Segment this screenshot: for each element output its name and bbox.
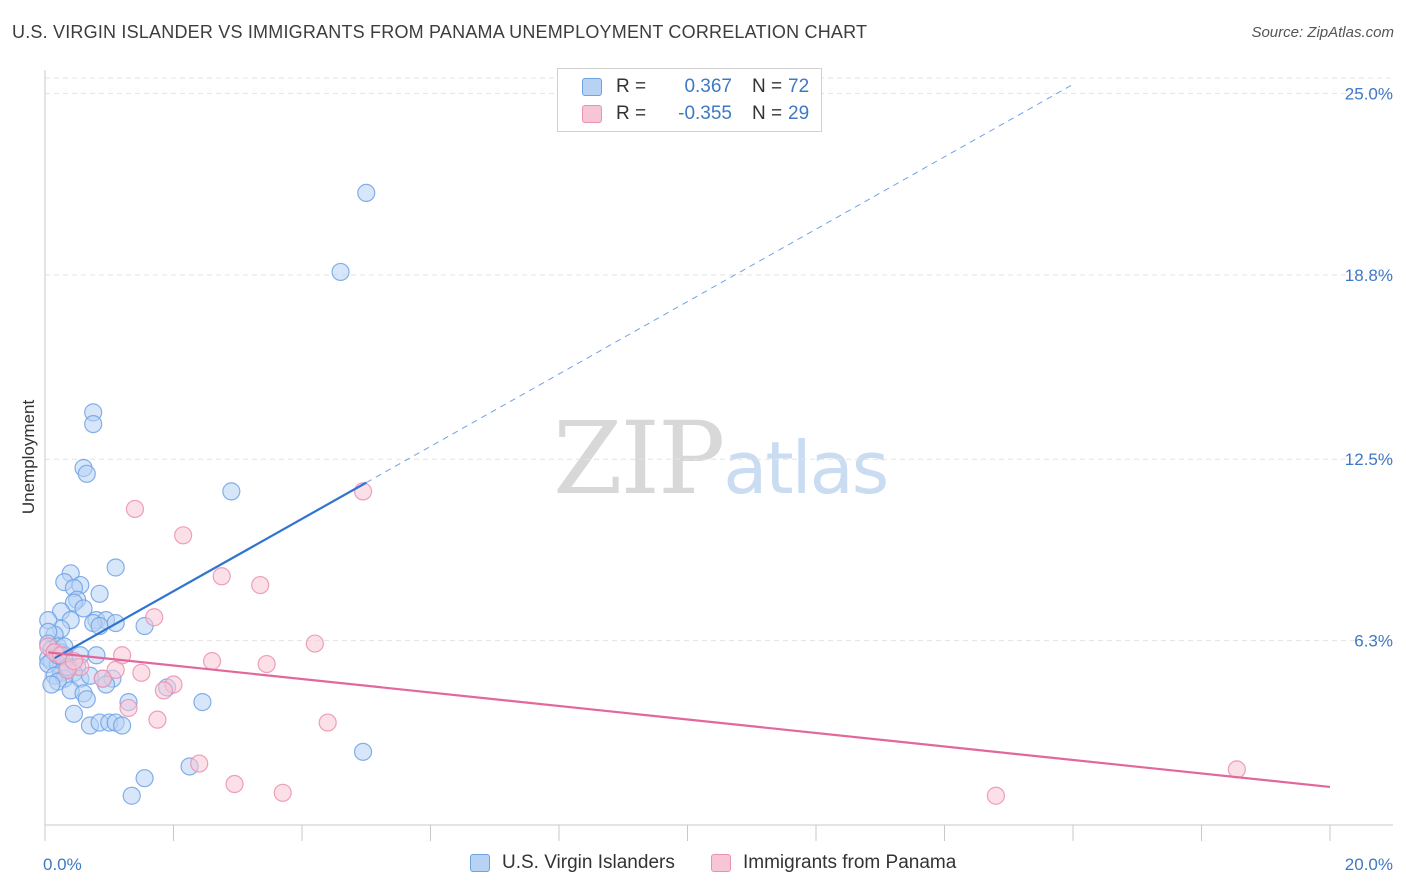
data-point-panama [132, 663, 151, 682]
data-point-virgin-islanders [74, 599, 93, 618]
data-point-virgin-islanders [90, 584, 109, 603]
data-point-virgin-islanders [77, 464, 96, 483]
data-point-panama [125, 499, 145, 519]
data-point-virgin-islanders [64, 704, 84, 723]
data-point-panama [64, 652, 84, 671]
legend-label: U.S. Virgin Islanders [502, 852, 675, 873]
x-tick-label-min: 0.0% [43, 855, 82, 874]
data-point-virgin-islanders [112, 716, 132, 735]
n-label: N = [752, 103, 783, 124]
data-point-panama [257, 654, 276, 674]
n-value: 72 [788, 76, 810, 97]
legend-row-panama: R = -0.355 N = 29 [582, 102, 809, 126]
y-tick-label: 6.3% [1354, 632, 1393, 651]
trend-line-virgin-islanders [54, 481, 367, 660]
y-tick-label: 25.0% [1345, 84, 1393, 103]
data-point-panama [318, 713, 337, 732]
source-credit: Source: ZipAtlas.com [1251, 24, 1394, 41]
data-point-virgin-islanders [87, 646, 106, 665]
data-point-virgin-islanders [84, 414, 103, 434]
r-value: 0.367 [684, 76, 732, 97]
watermark-zip: ZIP [553, 400, 725, 517]
data-point-panama [106, 660, 125, 680]
correlation-legend: R = 0.367 N = 72 R = -0.355 N = 29 [557, 68, 822, 132]
axes [44, 70, 1393, 841]
data-point-panama [190, 754, 209, 773]
data-point-panama [212, 567, 231, 586]
data-point-panama [174, 526, 193, 545]
grid-lines [45, 77, 1393, 642]
data-point-panama [202, 652, 222, 671]
pink-swatch-icon [711, 854, 731, 872]
r-value: -0.355 [678, 103, 732, 124]
y-tick-label: 12.5% [1345, 450, 1393, 469]
data-point-virgin-islanders [122, 786, 141, 805]
data-point-virgin-islanders [106, 558, 125, 577]
data-point-panama [251, 575, 270, 595]
data-point-panama [148, 710, 167, 729]
n-value: 29 [788, 103, 810, 124]
n-label: N = [752, 76, 783, 97]
blue-swatch-icon [582, 78, 602, 96]
data-point-virgin-islanders [77, 690, 96, 709]
data-point-virgin-islanders [357, 183, 376, 203]
series-legend: U.S. Virgin Islanders Immigrants from Pa… [0, 852, 1406, 878]
r-label: R = [616, 76, 647, 97]
series-panama-points [39, 482, 1246, 805]
data-point-virgin-islanders [331, 262, 350, 282]
y-axis-title: Unemployment [19, 400, 38, 515]
data-point-panama [1227, 760, 1246, 779]
data-point-panama [119, 698, 138, 718]
data-point-panama [225, 774, 244, 794]
trend-line-panama [48, 651, 1331, 789]
chart-title: U.S. VIRGIN ISLANDER VS IMMIGRANTS FROM … [12, 22, 868, 42]
data-point-virgin-islanders [42, 675, 61, 694]
data-point-panama [986, 786, 1006, 805]
data-point-virgin-islanders [353, 742, 373, 761]
watermark: ZIPatlas [553, 400, 889, 517]
legend-item-panama: Immigrants from Panama [711, 852, 956, 874]
legend-row-virgin-islanders: R = 0.367 N = 72 [582, 75, 809, 99]
data-point-virgin-islanders [135, 769, 154, 788]
data-point-panama [93, 669, 112, 688]
tick-labels: 6.3% 12.5% 18.8% 25.0% 0.0% 20.0% [43, 84, 1393, 874]
pink-swatch-icon [582, 105, 602, 123]
trend-extension-virgin-islanders [366, 83, 1074, 484]
data-point-panama [154, 681, 173, 700]
data-point-virgin-islanders [193, 692, 212, 712]
series-virgin-islanders-points [39, 183, 376, 805]
data-point-panama [273, 783, 292, 802]
x-tick-label-max: 20.0% [1345, 855, 1393, 874]
watermark-atlas: atlas [723, 426, 889, 510]
trend-lines [48, 83, 1331, 789]
r-label: R = [616, 103, 647, 124]
legend-item-virgin-islanders: U.S. Virgin Islanders [470, 852, 675, 874]
legend-label: Immigrants from Panama [743, 852, 957, 873]
data-point-panama [305, 634, 324, 653]
data-point-panama [145, 608, 164, 627]
blue-swatch-icon [470, 854, 490, 872]
data-point-virgin-islanders [222, 482, 241, 501]
y-tick-label: 18.8% [1345, 266, 1393, 285]
